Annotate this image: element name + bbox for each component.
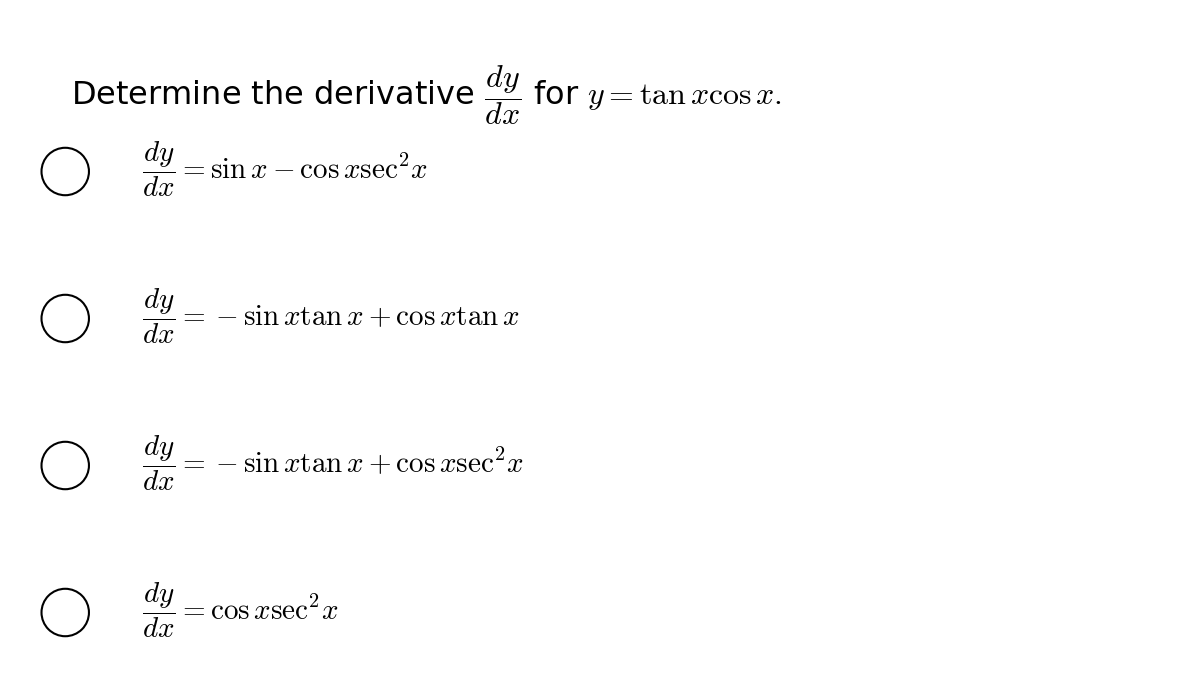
Text: $\dfrac{dy}{dx} = \cos x\sec^2\!x$: $\dfrac{dy}{dx} = \cos x\sec^2\!x$	[142, 581, 339, 640]
Text: $\dfrac{dy}{dx} = \sin x - \cos x\sec^2\!x$: $\dfrac{dy}{dx} = \sin x - \cos x\sec^2\…	[142, 140, 428, 199]
Text: Determine the derivative $\dfrac{dy}{dx}$ for $y = \tan x\cos x.$: Determine the derivative $\dfrac{dy}{dx}…	[71, 63, 783, 127]
Text: $\dfrac{dy}{dx} = -\sin x\tan x + \cos x\sec^2\!x$: $\dfrac{dy}{dx} = -\sin x\tan x + \cos x…	[142, 434, 524, 493]
Text: $\dfrac{dy}{dx} = -\sin x\tan x + \cos x\tan x$: $\dfrac{dy}{dx} = -\sin x\tan x + \cos x…	[142, 287, 519, 346]
